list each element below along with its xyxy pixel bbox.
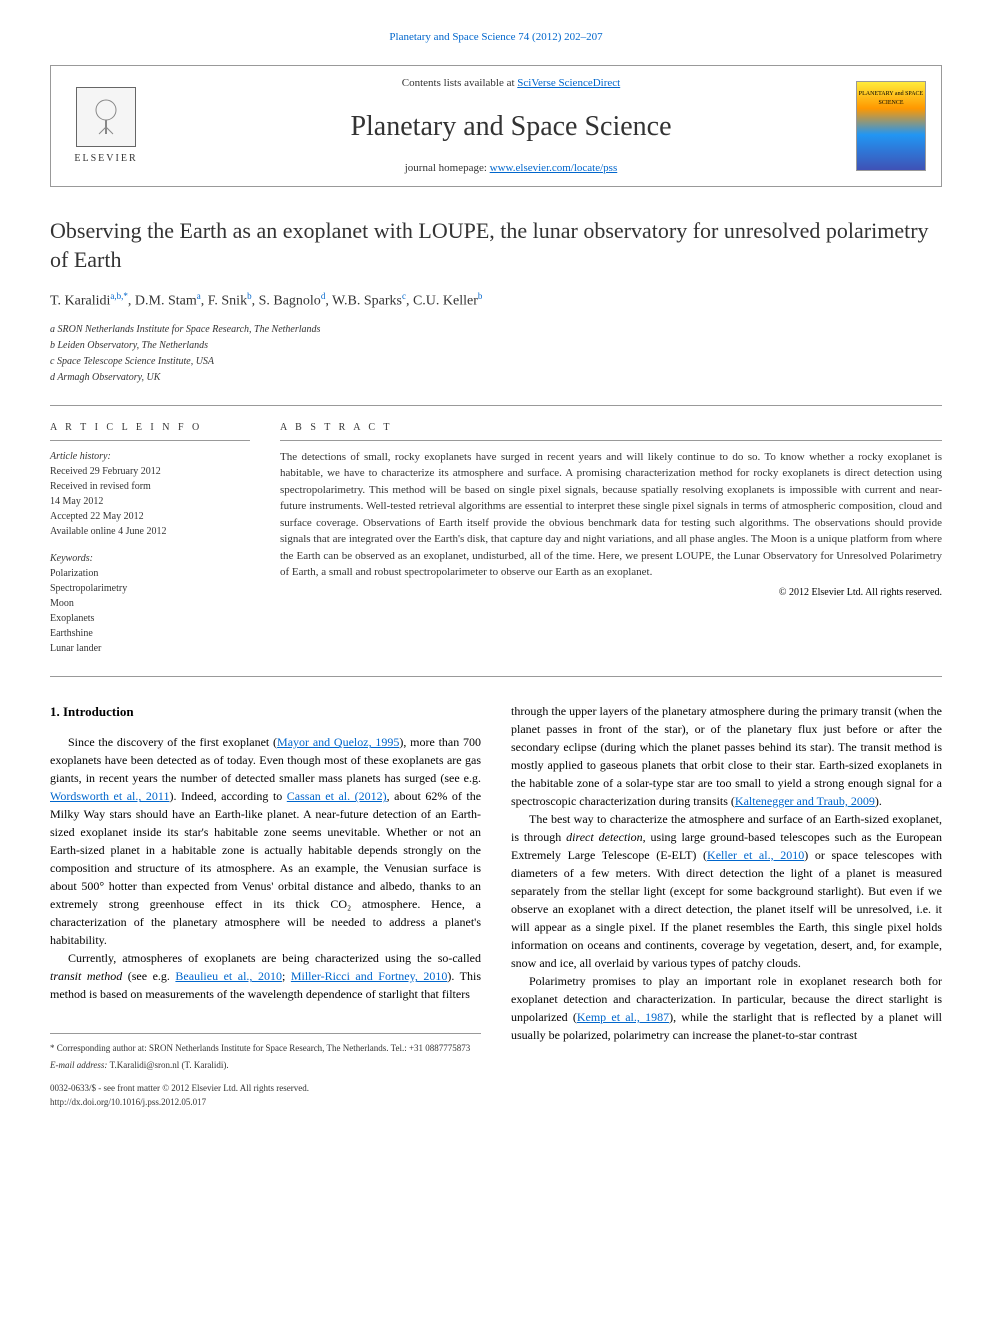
accepted-date: Accepted 22 May 2012 xyxy=(50,511,144,522)
col2-p1-b: ). xyxy=(875,794,882,808)
cite-mayor[interactable]: Mayor and Queloz, 1995 xyxy=(277,735,399,749)
author-3: , F. Snik xyxy=(201,293,247,308)
abstract-section: A B S T R A C T The detections of small,… xyxy=(280,421,942,656)
affiliation-a: a SRON Netherlands Institute for Space R… xyxy=(50,323,942,337)
doi-line: http://dx.doi.org/10.1016/j.pss.2012.05.… xyxy=(50,1096,481,1110)
author-4: , S. Bagnolo xyxy=(252,293,321,308)
col2-para-3: Polarimetry promises to play an importan… xyxy=(511,972,942,1044)
bottom-copyright: 0032-0633/$ - see front matter © 2012 El… xyxy=(50,1082,481,1109)
col1-p1-a: Since the discovery of the first exoplan… xyxy=(68,735,277,749)
divider-top xyxy=(50,405,942,406)
author-5: , W.B. Sparks xyxy=(325,293,402,308)
affiliation-b: b Leiden Observatory, The Netherlands xyxy=(50,339,942,353)
article-info: A R T I C L E I N F O Article history: R… xyxy=(50,421,250,656)
col2-para-2: The best way to characterize the atmosph… xyxy=(511,810,942,972)
author-2: , D.M. Stam xyxy=(128,293,197,308)
header-center: Contents lists available at SciVerse Sci… xyxy=(166,76,856,176)
homepage-prefix: journal homepage: xyxy=(405,162,490,174)
col1-p2-b: (see e.g. xyxy=(122,969,175,983)
keyword-4: Exoplanets xyxy=(50,613,94,624)
homepage-link[interactable]: www.elsevier.com/locate/pss xyxy=(490,162,618,174)
homepage-text: journal homepage: www.elsevier.com/locat… xyxy=(166,161,856,176)
abstract-text: The detections of small, rocky exoplanet… xyxy=(280,449,942,581)
col2-p1-a: through the upper layers of the planetar… xyxy=(511,704,942,808)
author-1-aff[interactable]: a,b, xyxy=(110,291,123,301)
col2-p2-c: ) or space telescopes with diameters of … xyxy=(511,848,942,970)
issn-line: 0032-0633/$ - see front matter © 2012 El… xyxy=(50,1082,481,1096)
email-label: E-mail address: xyxy=(50,1060,110,1070)
keyword-5: Earthshine xyxy=(50,628,93,639)
footnote-section: * Corresponding author at: SRON Netherla… xyxy=(50,1033,481,1072)
cover-label: PLANETARY and SPACE SCIENCE xyxy=(857,90,925,107)
author-1: T. Karalidi xyxy=(50,293,110,308)
contents-text: Contents lists available at SciVerse Sci… xyxy=(166,76,856,91)
affiliation-c: c Space Telescope Science Institute, USA xyxy=(50,355,942,369)
author-6: , C.U. Keller xyxy=(406,293,478,308)
main-content: 1. Introduction Since the discovery of t… xyxy=(50,702,942,1110)
col1-p2-c: ; xyxy=(282,969,291,983)
history-label: Article history: xyxy=(50,451,111,462)
authors: T. Karalidia,b,*, D.M. Stama, F. Snikb, … xyxy=(50,290,942,311)
column-left: 1. Introduction Since the discovery of t… xyxy=(50,702,481,1110)
column-right: through the upper layers of the planetar… xyxy=(511,702,942,1110)
author-6-aff[interactable]: b xyxy=(478,291,483,301)
cite-keller[interactable]: Keller et al., 2010 xyxy=(707,848,804,862)
received-date: Received 29 February 2012 xyxy=(50,466,161,477)
cite-beaulieu[interactable]: Beaulieu et al., 2010 xyxy=(175,969,282,983)
info-content: Article history: Received 29 February 20… xyxy=(50,449,250,656)
col1-p1-c: ). Indeed, according to xyxy=(169,789,286,803)
abstract-heading: A B S T R A C T xyxy=(280,421,942,441)
elsevier-tree-icon xyxy=(76,87,136,147)
info-heading: A R T I C L E I N F O xyxy=(50,421,250,441)
corresponding-author: * Corresponding author at: SRON Netherla… xyxy=(50,1042,481,1056)
article-title: Observing the Earth as an exoplanet with… xyxy=(50,217,942,274)
revised-date: 14 May 2012 xyxy=(50,496,103,507)
keywords-section: Keywords: Polarization Spectropolarimetr… xyxy=(50,551,250,656)
elsevier-logo: ELSEVIER xyxy=(66,81,146,171)
info-abstract-container: A R T I C L E I N F O Article history: R… xyxy=(50,421,942,656)
online-date: Available online 4 June 2012 xyxy=(50,526,166,537)
divider-bottom xyxy=(50,676,942,677)
header-box: ELSEVIER Contents lists available at Sci… xyxy=(50,65,942,187)
affiliation-d: d Armagh Observatory, UK xyxy=(50,371,942,385)
cite-cassan[interactable]: Cassan et al. (2012) xyxy=(287,789,387,803)
col1-para-2: Currently, atmospheres of exoplanets are… xyxy=(50,949,481,1003)
section-1-heading: 1. Introduction xyxy=(50,702,481,722)
keyword-2: Spectropolarimetry xyxy=(50,583,127,594)
cite-wordsworth[interactable]: Wordsworth et al., 2011 xyxy=(50,789,169,803)
keyword-6: Lunar lander xyxy=(50,643,101,654)
col1-p1-d: , about 62% of the Milky Way stars shoul… xyxy=(50,789,481,947)
affiliations: a SRON Netherlands Institute for Space R… xyxy=(50,323,942,385)
header-citation: Planetary and Space Science 74 (2012) 20… xyxy=(50,30,942,45)
sciverse-link[interactable]: SciVerse ScienceDirect xyxy=(517,77,620,89)
abstract-copyright: © 2012 Elsevier Ltd. All rights reserved… xyxy=(280,586,942,600)
keyword-3: Moon xyxy=(50,598,74,609)
col1-para-1: Since the discovery of the first exoplan… xyxy=(50,733,481,949)
keyword-1: Polarization xyxy=(50,568,98,579)
revised-label: Received in revised form xyxy=(50,481,151,492)
journal-cover: PLANETARY and SPACE SCIENCE xyxy=(856,81,926,171)
journal-name: Planetary and Space Science xyxy=(166,107,856,146)
cite-kaltenegger[interactable]: Kaltenegger and Traub, 2009 xyxy=(735,794,875,808)
contents-prefix: Contents lists available at xyxy=(402,77,517,89)
cite-kemp[interactable]: Kemp et al., 1987 xyxy=(577,1010,669,1024)
email-address: T.Karalidi@sron.nl (T. Karalidi). xyxy=(110,1060,229,1070)
col1-p2-em: transit method xyxy=(50,969,122,983)
keywords-label: Keywords: xyxy=(50,553,93,564)
col1-p2-a: Currently, atmospheres of exoplanets are… xyxy=(68,951,481,965)
cite-miller[interactable]: Miller-Ricci and Fortney, 2010 xyxy=(291,969,448,983)
col2-p2-em: direct detection xyxy=(566,830,642,844)
elsevier-label: ELSEVIER xyxy=(74,152,137,166)
col2-para-1: through the upper layers of the planetar… xyxy=(511,702,942,810)
email-line: E-mail address: T.Karalidi@sron.nl (T. K… xyxy=(50,1059,481,1073)
